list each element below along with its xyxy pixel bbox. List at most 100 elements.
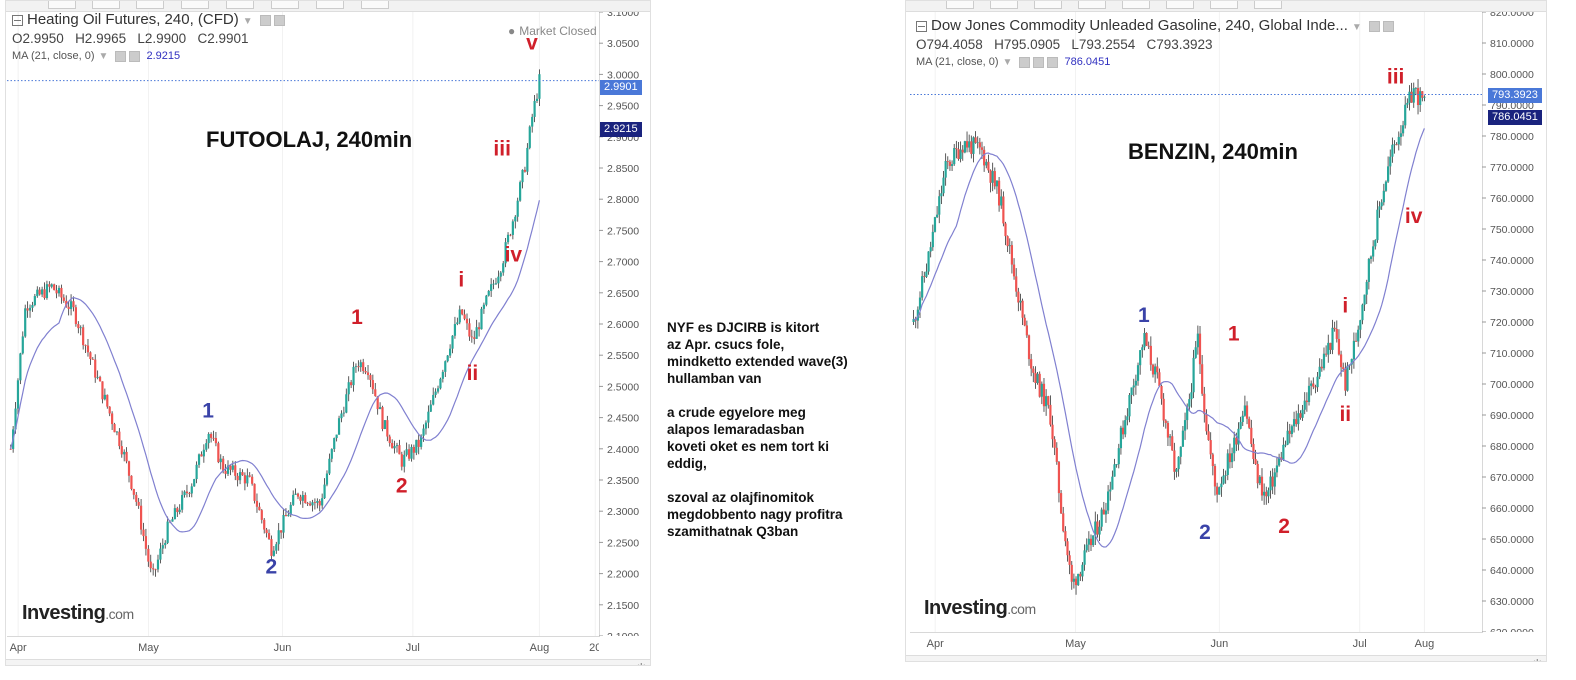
candle-body — [417, 439, 420, 447]
gasoline-price-axis[interactable]: 820.0000 810.0000 800.0000 790.0000 780.0000… — [1482, 12, 1546, 632]
candle-body — [115, 431, 119, 433]
candle-body — [258, 506, 261, 511]
candle-body — [1325, 353, 1328, 355]
candle-body — [1023, 317, 1026, 326]
candle-body — [1290, 426, 1294, 434]
candle-body — [277, 530, 280, 545]
wave-label: iv — [505, 244, 523, 267]
chevron-down-icon[interactable]: ▼ — [1351, 22, 1362, 33]
eye-icon[interactable] — [1368, 20, 1380, 32]
candle-body — [369, 375, 372, 381]
candle-body — [183, 491, 186, 496]
candle-body — [531, 116, 534, 127]
eye-icon[interactable] — [1019, 56, 1031, 68]
candle-body — [506, 234, 510, 243]
chevron-down-icon[interactable]: ▼ — [1002, 57, 1013, 68]
open-value: O2.9950 — [12, 31, 64, 46]
candle-body — [1136, 365, 1140, 381]
candle-body — [1143, 332, 1146, 348]
candle-body — [1087, 538, 1090, 545]
candle-body — [1107, 491, 1110, 511]
gear-icon[interactable]: ✲ — [637, 661, 646, 665]
collapse-legend-icon[interactable] — [916, 20, 927, 32]
candle-body — [1147, 345, 1150, 347]
candle-body — [391, 443, 394, 449]
candle-body — [270, 539, 273, 556]
candle-body — [1284, 444, 1287, 446]
candle-body — [1218, 487, 1221, 495]
candle-body — [477, 327, 481, 330]
candle-body — [275, 544, 278, 551]
settings-icon[interactable] — [273, 14, 285, 26]
ma-indicator-row[interactable]: MA (21, close, 0) ▼ 2.9215 — [12, 50, 285, 62]
candle-body — [963, 141, 966, 153]
y-tick-label: 660.0000 — [1490, 503, 1534, 515]
bottom-toolbar: ✲ — [6, 659, 650, 665]
ma-indicator-row[interactable]: MA (21, close, 0) ▼ 786.0451 — [916, 56, 1394, 68]
candle-body — [538, 74, 541, 99]
candle-body — [316, 501, 319, 503]
candle-body — [21, 336, 24, 354]
candle-body — [446, 355, 449, 362]
candle-body — [1092, 535, 1095, 546]
heating-oil-price-axis[interactable]: 3.10003.05003.00002.95002.90002.85002.80… — [599, 12, 650, 636]
y-tick-label: 2.7500 — [607, 225, 639, 237]
candle-body — [948, 161, 952, 166]
y-tick-label: 2.8000 — [607, 194, 639, 206]
candle-body — [1145, 332, 1148, 346]
candle-body — [1066, 541, 1069, 556]
ohlc-values: O2.9950 H2.9965 L2.9900 C2.9901 — [12, 31, 285, 46]
candle-body — [1252, 443, 1255, 460]
candle-body — [475, 327, 478, 339]
eye-icon[interactable] — [259, 14, 271, 26]
candle-body — [72, 301, 75, 308]
remove-icon[interactable] — [1047, 56, 1059, 68]
candle-body — [1412, 88, 1415, 103]
settings-icon[interactable] — [1382, 20, 1394, 32]
candle-body — [1320, 366, 1323, 369]
candle-body — [388, 436, 391, 444]
candle-body — [130, 475, 133, 490]
y-tick-label: 680.0000 — [1490, 441, 1534, 453]
candle-body — [57, 287, 61, 294]
candle-body — [135, 494, 138, 502]
candle-body — [1042, 383, 1046, 407]
candle-body — [434, 391, 437, 395]
candle-body — [335, 434, 338, 439]
y-tick-label: 650.0000 — [1490, 534, 1534, 546]
y-tick-label: 2.3500 — [607, 475, 639, 487]
candle-body — [1297, 413, 1300, 425]
candle-body — [1104, 510, 1108, 515]
candle-body — [929, 247, 932, 252]
candle-body — [968, 141, 971, 148]
candle-body — [200, 454, 203, 457]
x-tick-label: 20 — [589, 642, 599, 654]
candle-body — [1175, 469, 1178, 472]
gasoline-time-axis[interactable]: Apr May Jun Jul Aug — [910, 632, 1482, 654]
eye-icon[interactable] — [115, 50, 127, 62]
settings-icon[interactable] — [1033, 56, 1045, 68]
collapse-legend-icon[interactable] — [12, 14, 23, 26]
chevron-down-icon[interactable]: ▼ — [242, 16, 253, 27]
candle-body — [345, 394, 348, 413]
settings-icon[interactable] — [129, 50, 141, 62]
chevron-down-icon[interactable]: ▼ — [98, 51, 109, 62]
candle-body — [53, 284, 56, 291]
candle-body — [101, 381, 104, 400]
y-tick-label: 2.1000 — [607, 631, 639, 636]
wave-label: 1 — [351, 306, 363, 329]
heating-oil-time-axis[interactable]: Apr May Jun Jul Aug 20 — [7, 636, 599, 658]
candle-body — [311, 502, 314, 506]
candle-body — [1111, 476, 1114, 490]
candle-body — [1004, 223, 1007, 237]
gear-icon[interactable]: ✲ — [1533, 657, 1542, 661]
candle-body — [1258, 476, 1261, 484]
candle-body — [516, 200, 519, 217]
candle-body — [987, 161, 990, 171]
candle-body — [944, 160, 947, 178]
candle-body — [1350, 359, 1353, 365]
ma-price-tag: 786.0451 — [1488, 110, 1542, 125]
candle-body — [1301, 409, 1304, 418]
